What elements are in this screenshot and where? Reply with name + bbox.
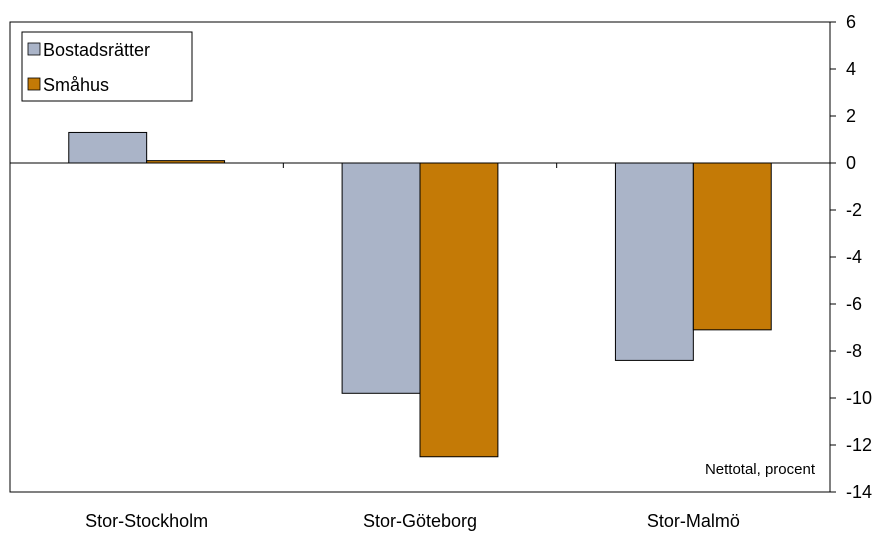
bar-bostadsratter-stor-goteborg	[341, 162, 421, 394]
y-tick-label: -2	[846, 200, 862, 220]
legend-swatch-smahus	[27, 77, 41, 91]
legend-swatch-bostadsratter	[27, 42, 41, 56]
category-labels: Stor-Stockholm Stor-Göteborg Stor-Malmö	[85, 511, 740, 531]
y-tick-label: -4	[846, 247, 862, 267]
y-tick-label: 4	[846, 59, 856, 79]
bar-bostadsratter-stor-malmo	[614, 162, 694, 361]
legend-label-smahus: Småhus	[43, 75, 109, 95]
x-category-label: Stor-Göteborg	[363, 511, 477, 531]
bar-smahus-stor-malmo	[692, 162, 772, 331]
y-tick-label: -6	[846, 294, 862, 314]
y-tick-label: -14	[846, 482, 872, 502]
x-axis-ticks	[282, 163, 558, 168]
y-tick-label: 2	[846, 106, 856, 126]
y-tick-label: 0	[846, 153, 856, 173]
y-tick-label: -8	[846, 341, 862, 361]
y-axis: 6 4 2 0 -2 -4 -6 -8 -10 -12 -14	[830, 12, 872, 502]
y-tick-label: -12	[846, 435, 872, 455]
x-category-label: Stor-Stockholm	[85, 511, 208, 531]
legend: Bostadsrätter Småhus	[21, 31, 193, 102]
unit-annotation: Nettotal, procent	[705, 461, 816, 478]
legend-box	[21, 31, 193, 102]
x-category-label: Stor-Malmö	[647, 511, 740, 531]
bar-smahus-stor-goteborg	[419, 162, 499, 458]
y-tick-label: -10	[846, 388, 872, 408]
y-tick-label: 6	[846, 12, 856, 32]
bar-bostadsratter-stor-stockholm	[68, 131, 148, 164]
legend-label-bostadsratter: Bostadsrätter	[43, 40, 150, 60]
